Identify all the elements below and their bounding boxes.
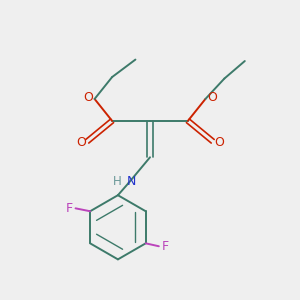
Text: F: F [162,240,169,253]
Text: O: O [207,91,217,104]
Text: O: O [83,91,93,104]
Text: O: O [76,136,86,149]
Text: H: H [113,175,122,188]
Text: O: O [214,136,224,149]
Text: N: N [127,175,136,188]
Text: F: F [66,202,73,215]
